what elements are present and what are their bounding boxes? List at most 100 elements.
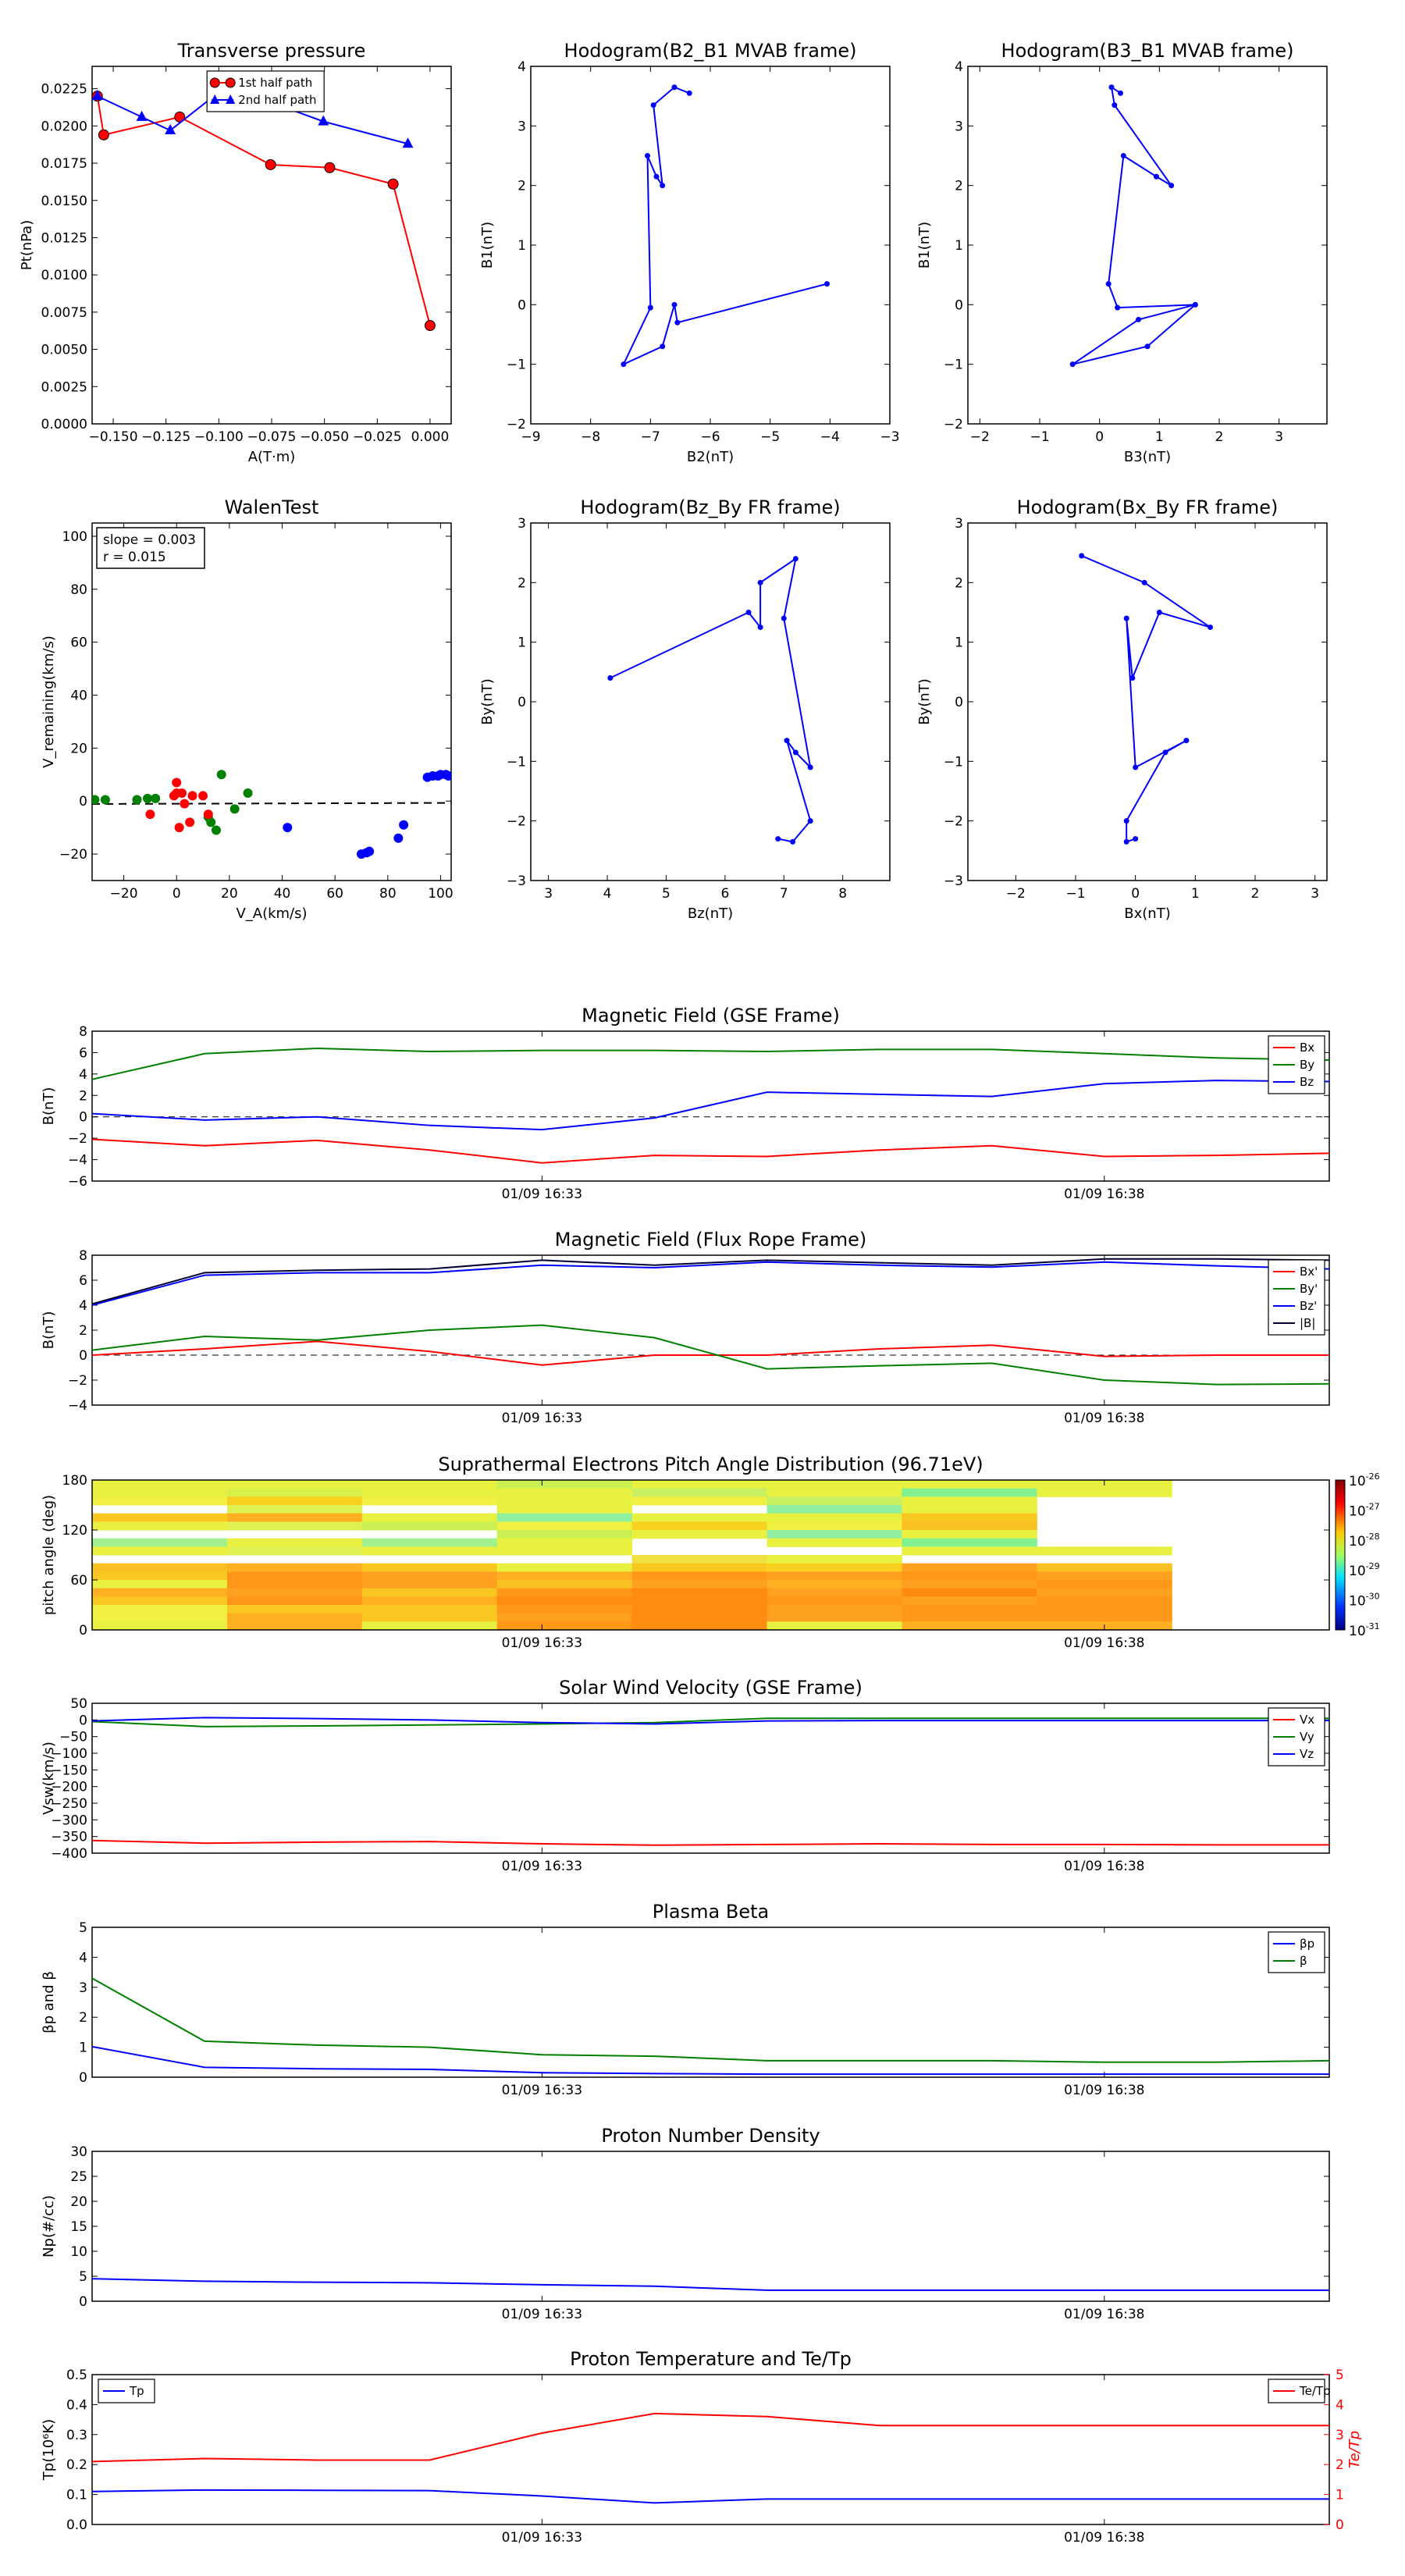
y-tick-label: 0: [79, 794, 87, 809]
series-Vx: [92, 1839, 1329, 1846]
x-axis-label: V_A(km/s): [236, 906, 307, 922]
heatmap-cell: [1037, 1588, 1172, 1597]
data-point: [393, 833, 404, 843]
data-point: [145, 809, 155, 820]
series-line: [1081, 555, 1211, 843]
legend: Vx Vy Vz: [1268, 1707, 1325, 1767]
y-tick-label: 2: [79, 1088, 87, 1104]
heatmap-cell: [496, 1505, 633, 1514]
y-tick-label: −4: [68, 1153, 87, 1169]
data-point: [1192, 301, 1198, 308]
legend: Bx By Bz: [1268, 1035, 1325, 1094]
plasma-beta-chart: Plasma Beta 01/09 16:33 01/09 16:38 0 1 2 3 4 5 β…: [41, 1901, 1330, 2098]
y-tick-label: 8: [79, 1024, 87, 1040]
y-tick-label: 0: [79, 1713, 87, 1728]
y-tick-label: 1: [955, 238, 963, 254]
data-point: [216, 770, 226, 780]
data-point: [229, 804, 240, 814]
y-tick-label: 0.0150: [41, 194, 87, 209]
y-tick-label: −3: [944, 873, 963, 889]
y-tick-label: 0: [79, 2070, 87, 2086]
heatmap-cell: [496, 1588, 633, 1597]
transverse-pressure-title: Transverse pressure: [177, 40, 366, 62]
x-tick-label: −0.025: [353, 429, 402, 445]
heatmap-cell: [631, 1580, 768, 1589]
heatmap-cell: [361, 1496, 498, 1506]
y-tick-label: 0.2: [66, 2457, 87, 2473]
data-point: [1120, 153, 1126, 158]
x-tick-label: 20: [221, 886, 238, 902]
heatmap-cell: [902, 1530, 1037, 1539]
x-tick-label: −8: [581, 429, 600, 445]
series-Bx': [92, 1340, 1329, 1366]
y-tick-label: 30: [70, 2144, 87, 2160]
y-tick-label: −2: [68, 1373, 87, 1389]
legend-label: Vx: [1300, 1713, 1314, 1727]
y-tick-label: −350: [51, 1830, 87, 1845]
colorbar-tick-label: 10-29: [1349, 1561, 1380, 1579]
heatmap-cell: [92, 1580, 228, 1589]
annotation-box: slope = 0.003 r = 0.015: [96, 527, 205, 569]
data-point: [653, 173, 660, 180]
heatmap-cell: [226, 1521, 363, 1531]
x-tick-label: 0: [1131, 886, 1140, 902]
x-tick-label: 6: [720, 886, 729, 902]
hodogram-b2-b1-frame: [530, 66, 891, 425]
hodogram-bx-by-frame: [967, 522, 1328, 881]
x-tick-label: −3: [880, 429, 899, 445]
heatmap-cell: [767, 1480, 902, 1489]
series-line: [92, 1080, 1329, 1131]
y-axis-label: By(nT): [916, 678, 933, 724]
data-point: [1123, 838, 1129, 845]
heatmap-cell: [496, 1538, 633, 1547]
data-point: [807, 818, 813, 824]
y-tick-label: 2: [518, 179, 526, 194]
x-axis-label: Bx(nT): [1124, 906, 1170, 922]
heatmap-cell: [361, 1613, 498, 1622]
heatmap-cell: [767, 1513, 902, 1522]
heatmap-cell: [361, 1580, 498, 1589]
data-point: [1105, 281, 1112, 287]
x-tick-label: 80: [379, 886, 397, 902]
y-tick-label: 0: [518, 695, 526, 710]
data-point: [100, 795, 110, 805]
y-tick-label: 4: [79, 1298, 87, 1314]
x-tick-label: −6: [700, 429, 720, 445]
walen-test-chart: WalenTest −20 0 20 40 60 80 100 −20 0 20 40 60 80 100 V…: [41, 496, 454, 922]
hodogram-bz-by-chart: Hodogram(Bz_By FR frame) 3 4 5 6 7 8 −3 −2 −1 0 1 2 3…: [479, 496, 891, 922]
data-point: [211, 825, 221, 835]
heatmap-cell: [92, 1521, 228, 1531]
x-tick-label: −4: [820, 429, 840, 445]
heatmap-cell: [496, 1613, 633, 1622]
y-tick-label: −4: [68, 1398, 87, 1414]
y-tick-label: 0.3: [66, 2428, 87, 2443]
y-tick-label: 0: [955, 695, 963, 710]
heatmap-cell: [226, 1563, 363, 1572]
heatmap-cell: [361, 1563, 498, 1572]
heatmap-cell: [631, 1530, 768, 1539]
y-tick-label: 180: [62, 1473, 87, 1489]
data-point: [265, 158, 276, 170]
series-0: [1069, 84, 1198, 368]
annotation-text: r = 0.015: [103, 550, 166, 565]
heatmap-cell: [631, 1605, 768, 1614]
legend-label: 1st half path: [238, 76, 312, 90]
heatmap-cell: [631, 1613, 768, 1622]
x-tick-label: −1: [1065, 886, 1085, 902]
x-tick-label: 01/09 16:38: [1064, 2307, 1144, 2322]
data-point: [1156, 610, 1162, 615]
colorbar-tick-label: 10-27: [1349, 1501, 1380, 1519]
y-tick-label: 60: [70, 635, 87, 651]
y-tick-label: −150: [51, 1763, 87, 1778]
x-tick-label: 0: [1095, 429, 1104, 445]
legend-label: 2nd half path: [238, 93, 316, 107]
y-tick-label: 2: [955, 575, 963, 591]
colorbar-tick-label: 10-30: [1349, 1592, 1380, 1610]
heatmap-cell: [361, 1513, 498, 1522]
x-tick-label: 2: [1215, 429, 1224, 445]
x-tick-label: 01/09 16:33: [502, 1859, 582, 1874]
heatmap-cell: [226, 1538, 363, 1547]
data-point: [1141, 579, 1147, 585]
x-axis-label: Bz(nT): [688, 906, 733, 922]
heatmap-cell: [361, 1621, 498, 1630]
